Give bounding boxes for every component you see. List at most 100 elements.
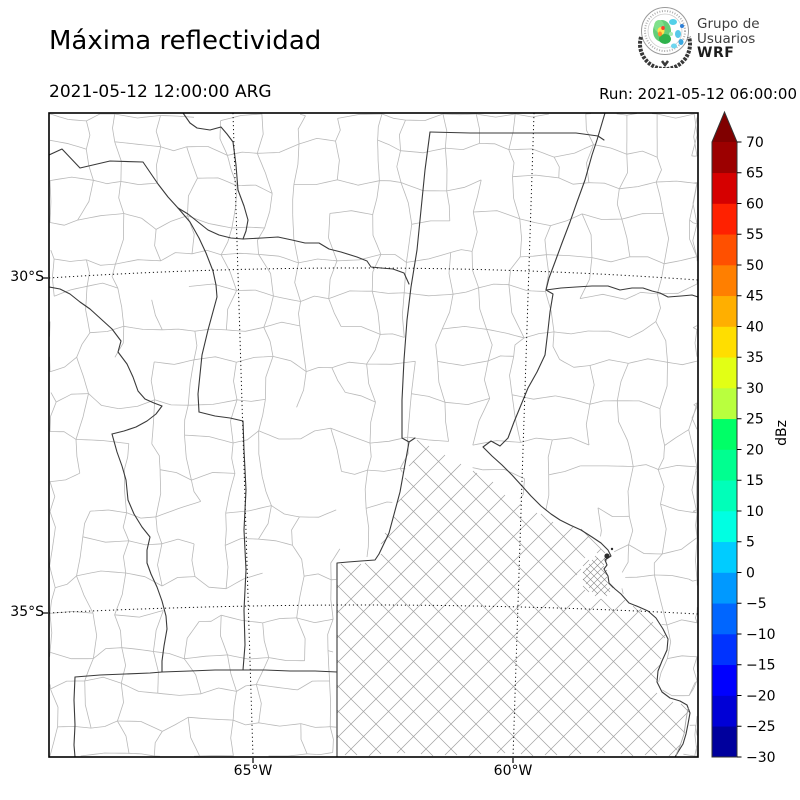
department-boundary bbox=[261, 476, 272, 506]
department-boundary bbox=[579, 257, 593, 299]
department-boundary bbox=[256, 113, 264, 154]
colorbar-tick-label: 25 bbox=[746, 412, 764, 428]
department-boundary bbox=[258, 430, 263, 477]
department-boundary bbox=[187, 359, 195, 406]
amba-partido-boundary bbox=[603, 587, 611, 595]
department-boundary bbox=[580, 465, 634, 467]
department-boundary bbox=[231, 185, 238, 229]
department-boundary bbox=[437, 360, 489, 366]
logo-text: Grupo de Usuarios WRF bbox=[697, 17, 760, 61]
department-boundary bbox=[292, 214, 299, 263]
department-boundary bbox=[120, 181, 158, 185]
department-boundary bbox=[692, 509, 698, 514]
department-boundary bbox=[187, 717, 200, 757]
partido-boundary bbox=[336, 512, 538, 714]
colorbar-tick-label: 5 bbox=[746, 535, 755, 551]
department-boundary bbox=[550, 213, 583, 226]
department-boundary bbox=[292, 184, 295, 215]
page-title: Máxima reflectividad bbox=[49, 26, 322, 56]
department-boundary bbox=[664, 256, 697, 265]
department-boundary bbox=[86, 113, 115, 122]
department-boundary bbox=[695, 512, 698, 538]
department-boundary bbox=[224, 513, 227, 546]
colorbar-segment bbox=[712, 511, 737, 543]
department-boundary bbox=[52, 258, 55, 297]
department-boundary bbox=[227, 654, 269, 660]
department-boundary bbox=[84, 676, 122, 684]
department-boundary bbox=[297, 680, 330, 691]
buenos-aires-partidos-layer bbox=[336, 439, 690, 757]
department-boundary bbox=[407, 393, 412, 438]
department-boundary bbox=[49, 481, 56, 512]
province-border bbox=[177, 207, 218, 413]
colorbar-segment bbox=[712, 234, 737, 266]
department-boundary bbox=[294, 262, 301, 302]
department-boundary bbox=[511, 394, 521, 443]
department-boundary bbox=[688, 578, 698, 582]
department-boundary bbox=[478, 287, 487, 330]
department-boundary bbox=[187, 215, 195, 254]
department-boundary bbox=[80, 752, 130, 757]
department-boundary bbox=[76, 357, 89, 394]
department-boundary bbox=[628, 544, 663, 555]
department-boundary bbox=[546, 254, 592, 258]
department-boundary bbox=[411, 393, 446, 403]
department-boundary bbox=[296, 617, 306, 661]
department-boundary bbox=[591, 256, 631, 263]
department-boundary bbox=[633, 464, 659, 470]
department-boundary bbox=[187, 178, 198, 216]
colorbar-segment bbox=[712, 449, 737, 481]
department-boundary bbox=[404, 292, 454, 297]
department-boundary bbox=[220, 113, 262, 122]
logo-wreath bbox=[638, 36, 692, 68]
department-boundary bbox=[662, 689, 690, 697]
department-boundary bbox=[155, 501, 201, 518]
department-boundary bbox=[692, 325, 698, 330]
department-boundary bbox=[268, 657, 305, 662]
department-boundary bbox=[91, 720, 118, 729]
department-boundary bbox=[377, 113, 383, 141]
department-boundary bbox=[184, 405, 189, 436]
department-boundary bbox=[476, 113, 516, 118]
department-boundary bbox=[76, 536, 84, 576]
province-border bbox=[336, 441, 410, 757]
department-boundary bbox=[553, 156, 560, 178]
department-boundary bbox=[448, 252, 454, 295]
department-boundary bbox=[450, 249, 473, 253]
partido-boundary bbox=[468, 599, 626, 757]
department-boundary bbox=[442, 113, 477, 116]
department-boundary bbox=[380, 254, 407, 263]
department-boundary bbox=[616, 363, 629, 401]
department-boundary bbox=[293, 179, 338, 185]
department-boundary bbox=[688, 402, 698, 430]
colorbar-tick-label: 10 bbox=[746, 504, 764, 520]
department-boundary bbox=[264, 193, 273, 229]
department-boundary bbox=[523, 331, 555, 339]
province-border bbox=[198, 411, 247, 671]
amba-partido-boundary bbox=[582, 559, 590, 567]
department-boundary bbox=[186, 146, 198, 179]
department-boundary bbox=[617, 400, 661, 409]
department-boundary bbox=[50, 680, 85, 690]
partido-boundary bbox=[380, 463, 462, 545]
department-boundary bbox=[519, 218, 522, 257]
province-border bbox=[73, 676, 76, 757]
department-boundary bbox=[655, 157, 662, 183]
department-boundary bbox=[236, 399, 266, 402]
department-boundary bbox=[512, 394, 556, 400]
partido-boundary bbox=[472, 470, 578, 576]
department-boundary bbox=[117, 720, 163, 732]
colorbar-tick-label: 50 bbox=[746, 258, 764, 274]
department-boundary bbox=[628, 358, 668, 364]
department-boundary bbox=[258, 254, 299, 264]
logo-wreath-ribbon bbox=[661, 60, 669, 68]
department-boundary bbox=[435, 328, 443, 362]
colorbar-tick-label: 55 bbox=[746, 227, 764, 243]
department-boundary bbox=[77, 180, 94, 221]
department-boundary bbox=[49, 113, 87, 122]
department-boundary bbox=[658, 465, 697, 470]
department-boundary bbox=[366, 334, 381, 365]
colorbar-segment bbox=[712, 603, 737, 635]
department-boundary bbox=[629, 256, 665, 265]
department-boundary bbox=[188, 283, 237, 291]
